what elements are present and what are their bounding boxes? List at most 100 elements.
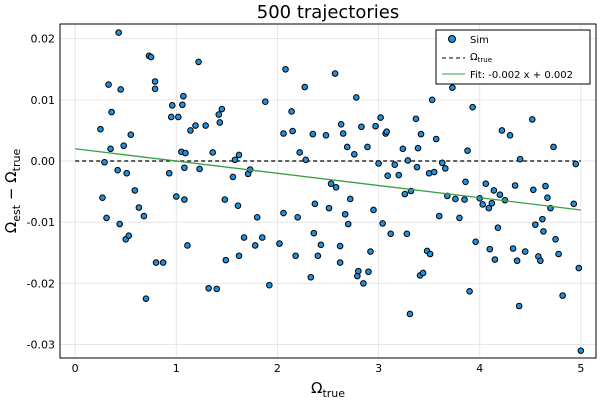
data-point	[550, 143, 557, 151]
data-point	[377, 114, 384, 121]
data-point	[116, 220, 123, 228]
data-point	[488, 199, 496, 207]
data-point	[135, 204, 143, 211]
data-point	[537, 257, 544, 265]
legend-box	[435, 29, 591, 85]
data-point	[430, 168, 438, 176]
data-point	[280, 130, 287, 137]
data-point	[181, 164, 188, 172]
data-point	[413, 163, 421, 171]
data-point	[575, 264, 583, 272]
data-point	[125, 232, 133, 239]
y-tick-label: -0.01	[27, 216, 55, 229]
data-point	[577, 347, 585, 354]
data-point	[346, 195, 354, 203]
y-tick-label: 0.01	[31, 94, 56, 107]
data-point	[235, 252, 243, 260]
data-point	[180, 92, 187, 100]
data-point	[103, 214, 110, 222]
data-point	[296, 149, 303, 156]
x-axis-label-sub: true	[322, 387, 345, 400]
data-point	[216, 119, 224, 126]
y-tick-label: -0.03	[27, 339, 55, 352]
chart-title: 500 trajectories	[257, 2, 399, 23]
y-axis-label-mid: − Ω	[2, 171, 20, 205]
data-point	[491, 256, 499, 263]
x-tick-label: 2	[274, 362, 281, 375]
data-point	[462, 178, 469, 186]
data-point	[395, 171, 403, 179]
data-point	[344, 220, 352, 228]
data-point	[114, 166, 121, 174]
data-point	[350, 150, 358, 158]
plot-frame	[59, 23, 597, 359]
data-point	[365, 268, 372, 276]
data-point	[327, 180, 335, 187]
data-point	[221, 196, 229, 203]
data-point	[367, 248, 374, 255]
data-point	[482, 180, 490, 187]
data-point	[387, 230, 395, 238]
data-point	[555, 250, 562, 258]
data-point	[370, 206, 377, 214]
data-point	[515, 302, 523, 310]
data-point	[332, 184, 340, 191]
data-point	[151, 85, 159, 93]
data-point	[412, 115, 420, 123]
data-point	[101, 158, 108, 166]
data-point	[159, 259, 167, 266]
data-point	[97, 125, 104, 133]
data-point	[406, 310, 414, 318]
data-point	[544, 194, 551, 202]
data-point	[403, 230, 411, 238]
data-point	[498, 127, 506, 134]
data-point	[331, 70, 339, 77]
data-point	[181, 196, 188, 203]
data-point	[399, 145, 407, 153]
data-point	[542, 182, 549, 190]
data-point	[253, 214, 261, 221]
data-point	[196, 165, 203, 173]
legend-marker-sim	[448, 35, 456, 43]
data-point	[127, 131, 135, 139]
data-point	[404, 157, 412, 164]
data-point	[108, 108, 115, 116]
data-point	[469, 103, 476, 111]
data-point	[364, 143, 371, 151]
data-point	[528, 116, 536, 123]
data-point	[140, 212, 148, 220]
data-point	[516, 155, 524, 163]
data-point	[391, 161, 399, 168]
data-point	[317, 241, 325, 249]
fit-line	[75, 148, 581, 211]
x-tick-label: 0	[72, 362, 79, 375]
data-point	[552, 236, 559, 243]
data-point	[294, 214, 301, 221]
data-point	[151, 78, 159, 85]
data-point	[309, 130, 317, 138]
data-point	[175, 113, 182, 121]
data-point	[215, 111, 223, 118]
data-point	[464, 147, 471, 154]
series-layer	[75, 29, 585, 354]
data-point	[105, 81, 112, 88]
data-point	[276, 240, 283, 247]
data-point	[466, 288, 473, 295]
data-point	[456, 214, 463, 222]
data-point	[355, 267, 362, 275]
data-point	[187, 127, 194, 134]
data-point	[337, 121, 345, 128]
legend: Sim Ωtrue Fit: -0.002 x + 0.002	[435, 29, 591, 85]
data-point	[314, 252, 322, 260]
x-axis-label-main: Ω	[311, 379, 322, 397]
data-point	[231, 156, 239, 164]
data-point	[152, 259, 160, 266]
data-point	[322, 132, 330, 139]
data-point	[222, 256, 230, 264]
data-point	[301, 83, 309, 91]
data-point	[401, 190, 409, 198]
data-point	[179, 101, 186, 109]
data-point	[167, 113, 175, 121]
data-point	[282, 65, 289, 73]
